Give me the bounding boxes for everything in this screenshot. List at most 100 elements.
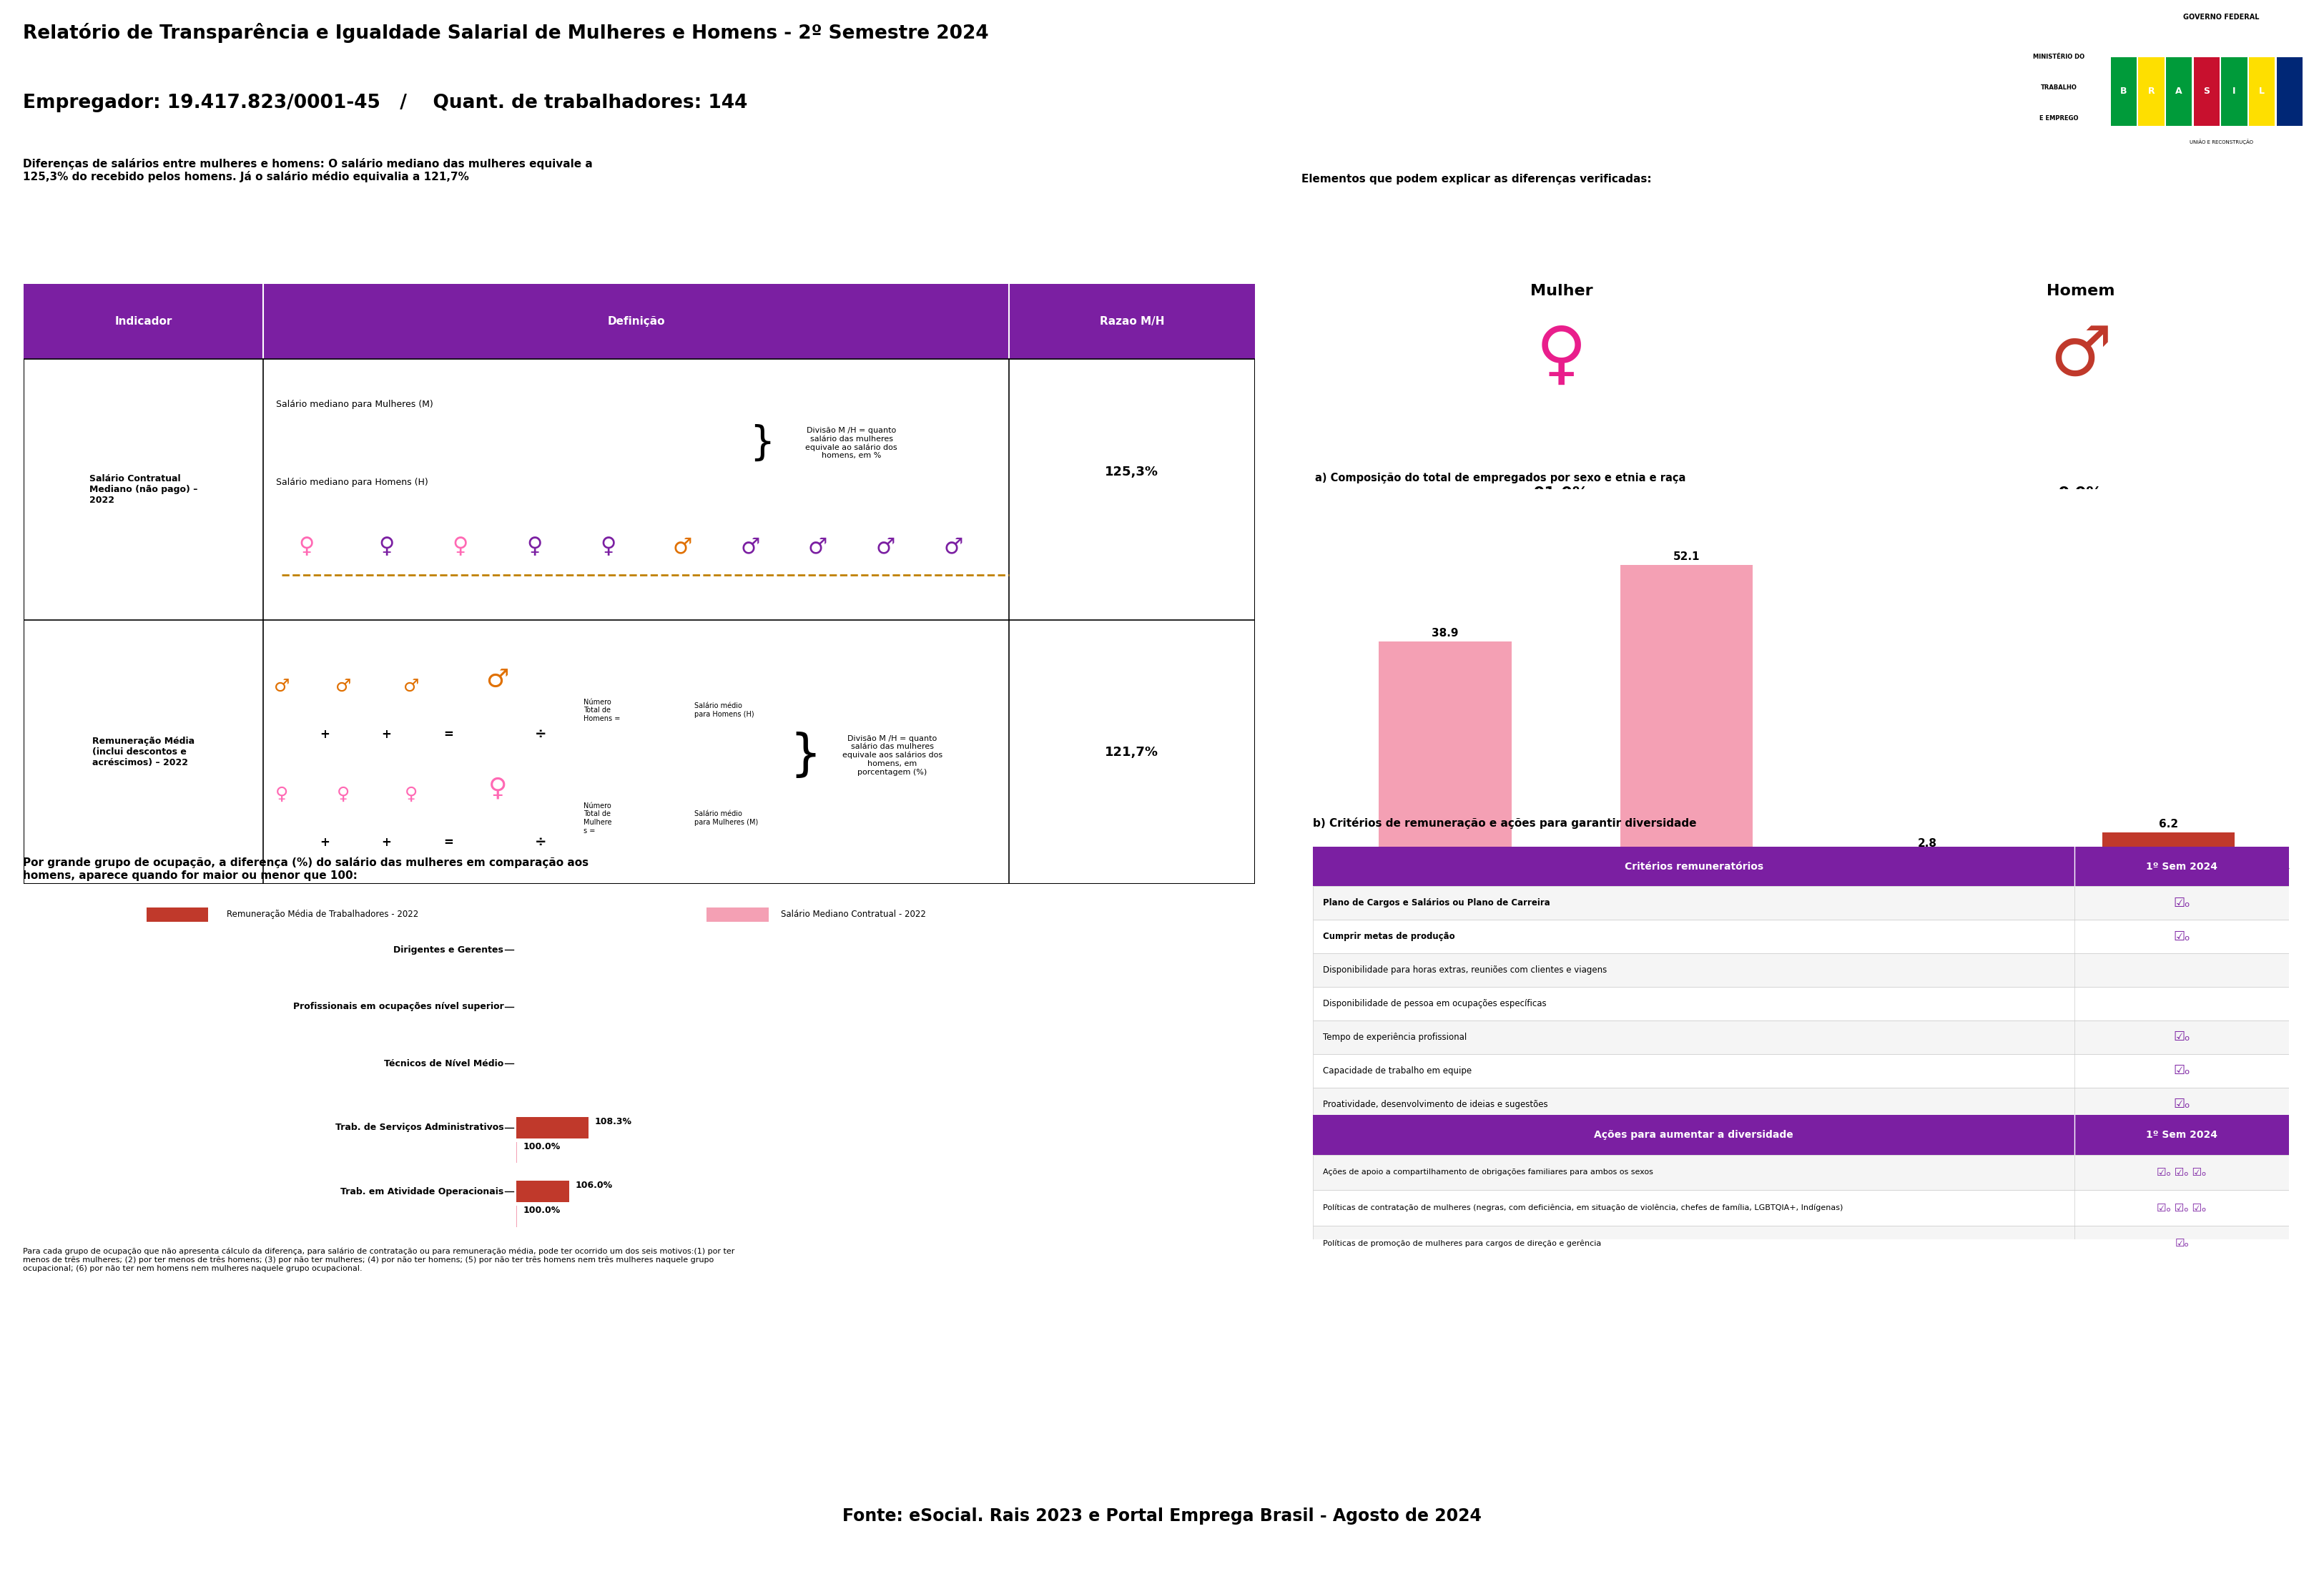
Text: ♂: ♂ bbox=[809, 537, 827, 557]
Text: ☑ₒ ☑ₒ ☑ₒ: ☑ₒ ☑ₒ ☑ₒ bbox=[2157, 1167, 2205, 1178]
Text: Número
Total de
Mulhere
s =: Número Total de Mulhere s = bbox=[583, 802, 611, 834]
Text: Tempo de experiência profissional: Tempo de experiência profissional bbox=[1322, 1033, 1466, 1042]
Text: ☑ₒ: ☑ₒ bbox=[2173, 897, 2189, 910]
Text: Remuneração Média de Trabalhadores - 2022: Remuneração Média de Trabalhadores - 202… bbox=[225, 910, 418, 919]
Text: Salário médio
para Homens (H): Salário médio para Homens (H) bbox=[695, 703, 755, 718]
FancyBboxPatch shape bbox=[2166, 57, 2192, 126]
Text: Trab. em Atividade Operacionais: Trab. em Atividade Operacionais bbox=[339, 1187, 504, 1197]
Text: MINISTÉRIO DO: MINISTÉRIO DO bbox=[2034, 54, 2085, 60]
Text: Políticas de promoção de mulheres para cargos de direção e gerência: Políticas de promoção de mulheres para c… bbox=[1322, 1240, 1601, 1247]
Text: Diferenças de salários entre mulheres e homens: O salário mediano das mulheres e: Diferenças de salários entre mulheres e … bbox=[23, 158, 593, 183]
Text: Técnicos de Nível Médio: Técnicos de Nível Médio bbox=[383, 1060, 504, 1069]
FancyBboxPatch shape bbox=[706, 908, 769, 922]
Text: Indicador: Indicador bbox=[114, 316, 172, 327]
Text: ♀: ♀ bbox=[453, 537, 469, 557]
FancyBboxPatch shape bbox=[1313, 919, 2289, 954]
Text: 121,7%: 121,7% bbox=[1104, 745, 1160, 758]
Text: ♂: ♂ bbox=[876, 537, 895, 557]
Text: }: } bbox=[751, 423, 774, 463]
Text: a) Composição do total de empregados por sexo e etnia e raça: a) Composição do total de empregados por… bbox=[1315, 474, 1685, 483]
FancyBboxPatch shape bbox=[2250, 57, 2275, 126]
FancyBboxPatch shape bbox=[2138, 57, 2164, 126]
Text: Salário Contratual
Mediano (não pago) –
2022: Salário Contratual Mediano (não pago) – … bbox=[88, 474, 198, 505]
Text: ☑ₒ ☑ₒ ☑ₒ: ☑ₒ ☑ₒ ☑ₒ bbox=[2157, 1203, 2205, 1213]
Text: Número
Total de
Homens =: Número Total de Homens = bbox=[583, 698, 621, 722]
Text: Profissionais em ocupações nível superior: Profissionais em ocupações nível superio… bbox=[293, 1003, 504, 1012]
Text: ♂: ♂ bbox=[404, 677, 418, 695]
Text: ♂: ♂ bbox=[944, 537, 962, 557]
FancyBboxPatch shape bbox=[1313, 1225, 2289, 1262]
Text: Mulher: Mulher bbox=[1529, 284, 1592, 298]
Bar bbox=[1620, 565, 1752, 868]
FancyBboxPatch shape bbox=[1313, 1154, 2289, 1191]
Text: ♂: ♂ bbox=[739, 537, 760, 557]
Text: ♀: ♀ bbox=[488, 775, 507, 801]
Text: Remuneração Média
(inclui descontos e
acréscimos) – 2022: Remuneração Média (inclui descontos e ac… bbox=[93, 737, 195, 767]
Text: Capacidade de trabalho em equipe: Capacidade de trabalho em equipe bbox=[1322, 1066, 1471, 1075]
FancyBboxPatch shape bbox=[1313, 1055, 2289, 1088]
FancyBboxPatch shape bbox=[2278, 57, 2303, 126]
Text: Ações de apoio a compartilhamento de obrigações familiares para ambos os sexos: Ações de apoio a compartilhamento de obr… bbox=[1322, 1168, 1652, 1176]
Text: GOVERNO FEDERAL: GOVERNO FEDERAL bbox=[2182, 13, 2259, 21]
Text: R: R bbox=[2147, 87, 2154, 96]
Text: Fonte: eSocial. Rais 2023 e Portal Emprega Brasil - Agosto de 2024: Fonte: eSocial. Rais 2023 e Portal Empre… bbox=[841, 1508, 1483, 1524]
FancyBboxPatch shape bbox=[146, 908, 209, 922]
FancyBboxPatch shape bbox=[516, 1181, 569, 1202]
Text: Dirigentes e Gerentes: Dirigentes e Gerentes bbox=[393, 946, 504, 955]
Text: Empregador: 19.417.823/0001-45   /    Quant. de trabalhadores: 144: Empregador: 19.417.823/0001-45 / Quant. … bbox=[23, 93, 748, 112]
Text: ☑ₒ: ☑ₒ bbox=[2173, 930, 2189, 943]
Text: ☑ₒ: ☑ₒ bbox=[2173, 1097, 2189, 1110]
Text: Homem: Homem bbox=[2047, 284, 2115, 298]
Text: ♂: ♂ bbox=[274, 677, 290, 695]
Text: ♀: ♀ bbox=[1536, 324, 1587, 390]
Text: ÷: ÷ bbox=[535, 728, 546, 741]
FancyBboxPatch shape bbox=[1313, 1088, 2289, 1121]
Text: Disponibilidade para horas extras, reuniões com clientes e viagens: Disponibilidade para horas extras, reuni… bbox=[1322, 965, 1606, 974]
Text: ♂: ♂ bbox=[672, 537, 693, 557]
Text: Critérios remuneratórios: Critérios remuneratórios bbox=[1624, 862, 1764, 872]
Text: Proatividade, desenvolvimento de ideias e sugestões: Proatividade, desenvolvimento de ideias … bbox=[1322, 1099, 1548, 1108]
Text: Salário mediano para Mulheres (M): Salário mediano para Mulheres (M) bbox=[277, 399, 432, 409]
FancyBboxPatch shape bbox=[2194, 57, 2219, 126]
Text: Para cada grupo de ocupação que não apresenta cálculo da diferença, para salário: Para cada grupo de ocupação que não apre… bbox=[23, 1247, 734, 1273]
Text: Cumprir metas de produção: Cumprir metas de produção bbox=[1322, 932, 1455, 941]
FancyBboxPatch shape bbox=[1313, 954, 2289, 987]
Text: L: L bbox=[2259, 87, 2266, 96]
Text: A: A bbox=[2175, 87, 2182, 96]
Text: S: S bbox=[2203, 87, 2210, 96]
Text: +: + bbox=[381, 728, 390, 741]
Text: Elementos que podem explicar as diferenças verificadas:: Elementos que podem explicar as diferenç… bbox=[1301, 174, 1652, 185]
Text: ♀: ♀ bbox=[404, 786, 418, 804]
Text: Plano de Cargos e Salários ou Plano de Carreira: Plano de Cargos e Salários ou Plano de C… bbox=[1322, 898, 1550, 908]
Text: 6.2: 6.2 bbox=[2159, 818, 2178, 829]
FancyBboxPatch shape bbox=[1313, 987, 2289, 1020]
Text: 100.0%: 100.0% bbox=[523, 1142, 560, 1151]
FancyBboxPatch shape bbox=[1313, 1191, 2289, 1225]
Bar bbox=[1862, 853, 1994, 868]
FancyBboxPatch shape bbox=[1313, 1115, 2289, 1154]
Text: }: } bbox=[790, 731, 820, 778]
Text: Razao M/H: Razao M/H bbox=[1099, 316, 1164, 327]
Text: ♀: ♀ bbox=[297, 537, 314, 557]
Text: 100.0%: 100.0% bbox=[523, 1206, 560, 1216]
Text: b) Critérios de remuneração e ações para garantir diversidade: b) Critérios de remuneração e ações para… bbox=[1313, 818, 1697, 829]
Text: Por grande grupo de ocupação, a diferença (%) do salário das mulheres em compara: Por grande grupo de ocupação, a diferenç… bbox=[23, 857, 588, 881]
FancyBboxPatch shape bbox=[516, 1116, 588, 1138]
Text: Salário médio
para Mulheres (M): Salário médio para Mulheres (M) bbox=[695, 810, 758, 826]
Text: Relatório de Transparência e Igualdade Salarial de Mulheres e Homens - 2º Semest: Relatório de Transparência e Igualdade S… bbox=[23, 24, 990, 43]
Text: 2.8: 2.8 bbox=[1917, 838, 1938, 850]
Text: ÷: ÷ bbox=[535, 835, 546, 850]
Text: TRABALHO: TRABALHO bbox=[2040, 84, 2078, 90]
Text: 38.9: 38.9 bbox=[1432, 628, 1459, 639]
Text: 9,0%: 9,0% bbox=[2059, 486, 2103, 501]
Text: 1º Sem 2024: 1º Sem 2024 bbox=[2145, 862, 2217, 872]
FancyBboxPatch shape bbox=[1313, 1020, 2289, 1055]
Bar bbox=[1378, 641, 1511, 868]
Text: 1º Sem 2024: 1º Sem 2024 bbox=[2145, 1131, 2217, 1140]
Text: 91,0%: 91,0% bbox=[1534, 486, 1590, 501]
Text: Salário mediano para Homens (H): Salário mediano para Homens (H) bbox=[277, 477, 428, 486]
Text: 52.1: 52.1 bbox=[1673, 551, 1699, 562]
FancyBboxPatch shape bbox=[23, 284, 1255, 358]
Text: ☑ₒ: ☑ₒ bbox=[2173, 1031, 2189, 1044]
FancyBboxPatch shape bbox=[1313, 886, 2289, 919]
